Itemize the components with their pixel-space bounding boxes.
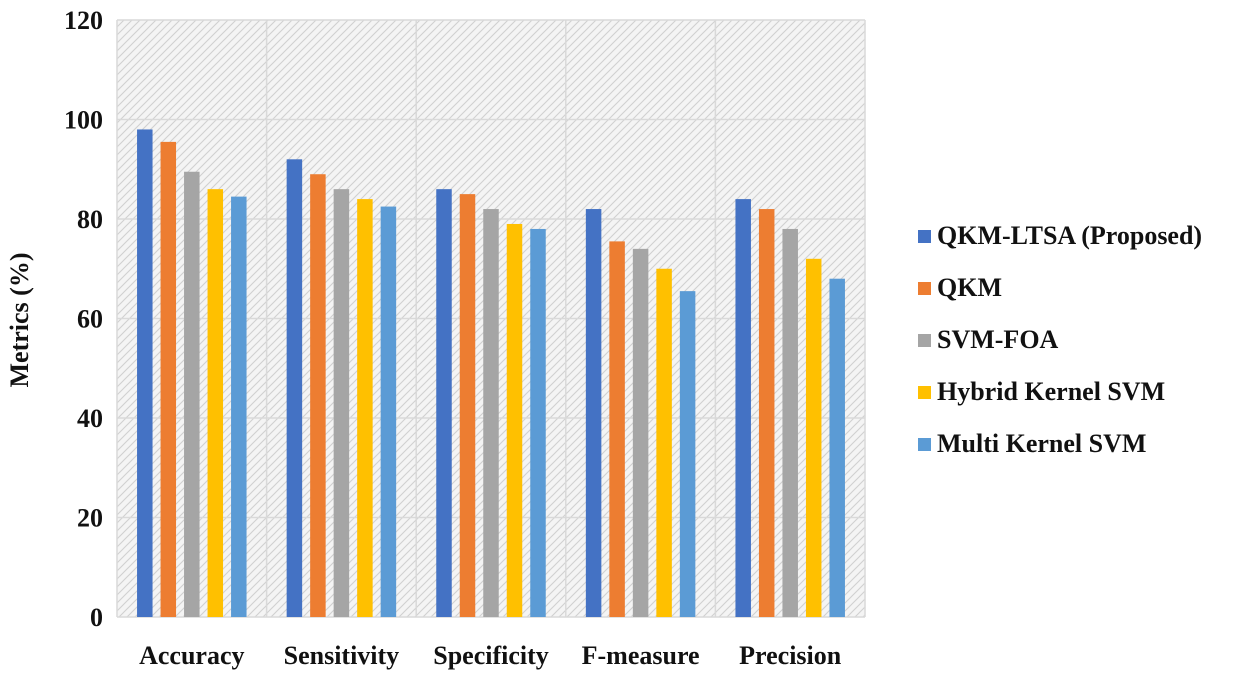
y-tick-label: 0 [90,603,103,632]
y-axis-label: Metrics (%) [5,253,34,388]
x-category-labels: Accuracy Sensitivity Specificity F-measure P… [139,641,842,670]
legend: QKM-LTSA (Proposed) QKM SVM-FOA Hybrid Kern… [918,210,1202,470]
bar [609,241,625,617]
bar [286,159,303,618]
bar [160,141,177,617]
legend-label: QKM-LTSA (Proposed) [937,221,1203,250]
bar [585,209,602,618]
legend-item: SVM-FOA [918,314,1202,366]
bar [310,174,326,617]
y-tick-label: 120 [64,6,103,35]
bar [758,209,775,618]
x-category-label: Specificity [433,641,549,670]
y-tick-label: 100 [64,106,103,135]
bar [530,228,546,617]
legend-label: Hybrid Kernel SVM [937,377,1166,406]
legend-item: QKM-LTSA (Proposed) [918,210,1202,262]
x-category-label: F-measure [582,641,700,670]
bar [333,189,350,617]
legend-swatch [918,437,931,451]
y-tick-label: 80 [77,205,103,234]
bar [207,189,224,617]
legend-item: QKM [918,262,1202,314]
y-tick-label: 40 [77,404,103,433]
bar [679,291,696,617]
bar [656,268,672,617]
legend-item: Hybrid Kernel SVM [918,366,1202,418]
y-tick-label: 20 [77,504,103,533]
bar [735,199,751,617]
y-tick-labels: 0 20 40 60 80 100 120 [64,6,103,632]
bar [459,194,476,617]
legend-label: Multi Kernel SVM [937,429,1147,458]
bar [805,258,822,617]
bar [632,248,649,617]
bar [137,129,153,617]
legend-swatch [918,333,931,347]
bar [357,199,373,617]
bars [137,129,845,618]
bar [231,196,247,618]
x-category-label: Accuracy [139,641,244,670]
x-category-label: Precision [739,641,842,670]
bar [380,206,397,617]
bar [483,209,499,618]
bar [829,278,845,617]
bar [436,189,452,617]
y-tick-label: 60 [77,305,103,334]
legend-swatch [918,281,931,295]
bar [184,171,200,618]
legend-swatch [918,385,931,399]
bar [506,223,523,617]
legend-label: QKM [937,273,1002,302]
bar [782,228,798,617]
legend-label: SVM-FOA [937,325,1059,354]
legend-item: Multi Kernel SVM [918,418,1202,470]
legend-swatch [918,229,931,243]
x-category-label: Sensitivity [284,641,400,670]
